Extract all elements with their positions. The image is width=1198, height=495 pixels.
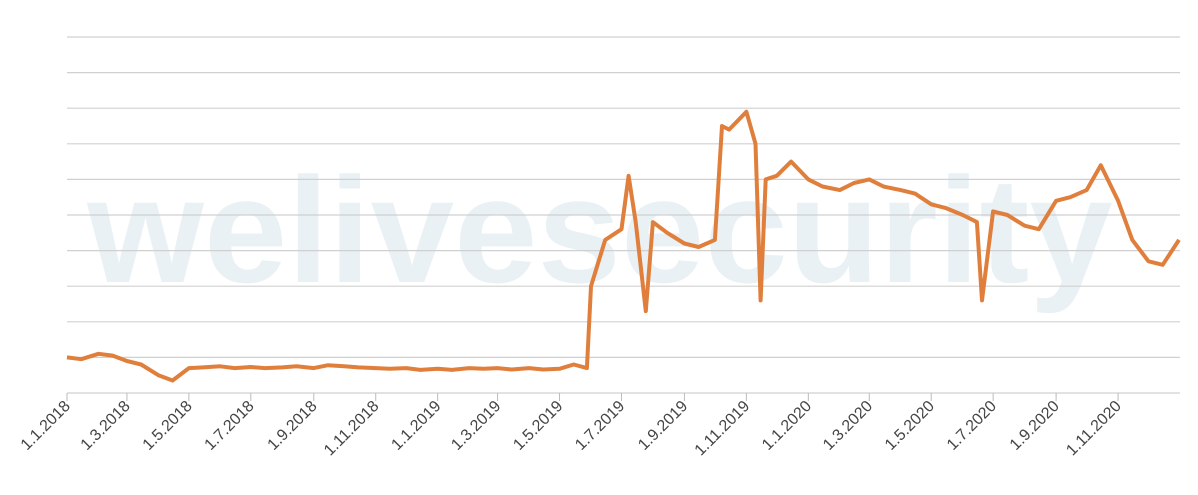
x-tick-label: 1.1.2019: [388, 398, 444, 454]
x-tick-label: 1.7.2020: [944, 398, 1000, 454]
x-tick-label: 1.5.2020: [882, 398, 938, 454]
watermark: welivesecurity: [86, 146, 1113, 314]
x-tick-label: 1.3.2018: [78, 398, 134, 454]
x-tick-label: 1.11.2020: [1063, 398, 1125, 460]
x-tick-label: 1.9.2018: [265, 398, 321, 454]
x-tick-label: 1.5.2019: [510, 398, 566, 454]
x-tick-label: 1.11.2018: [321, 398, 383, 460]
x-tick-label: 1.7.2019: [572, 398, 628, 454]
x-tick-label: 1.1.2018: [18, 398, 74, 454]
x-tick-label: 1.7.2018: [202, 398, 258, 454]
x-tick-label: 1.9.2019: [635, 398, 691, 454]
x-tick-label: 1.3.2020: [820, 398, 876, 454]
x-tick-label: 1.11.2019: [692, 398, 754, 460]
x-tick-label: 1.5.2018: [140, 398, 196, 454]
x-tick-label: 1.9.2020: [1007, 398, 1063, 454]
x-tick-label: 1.3.2019: [448, 398, 504, 454]
x-tick-label: 1.1.2020: [759, 398, 815, 454]
line-series: [66, 109, 1181, 383]
